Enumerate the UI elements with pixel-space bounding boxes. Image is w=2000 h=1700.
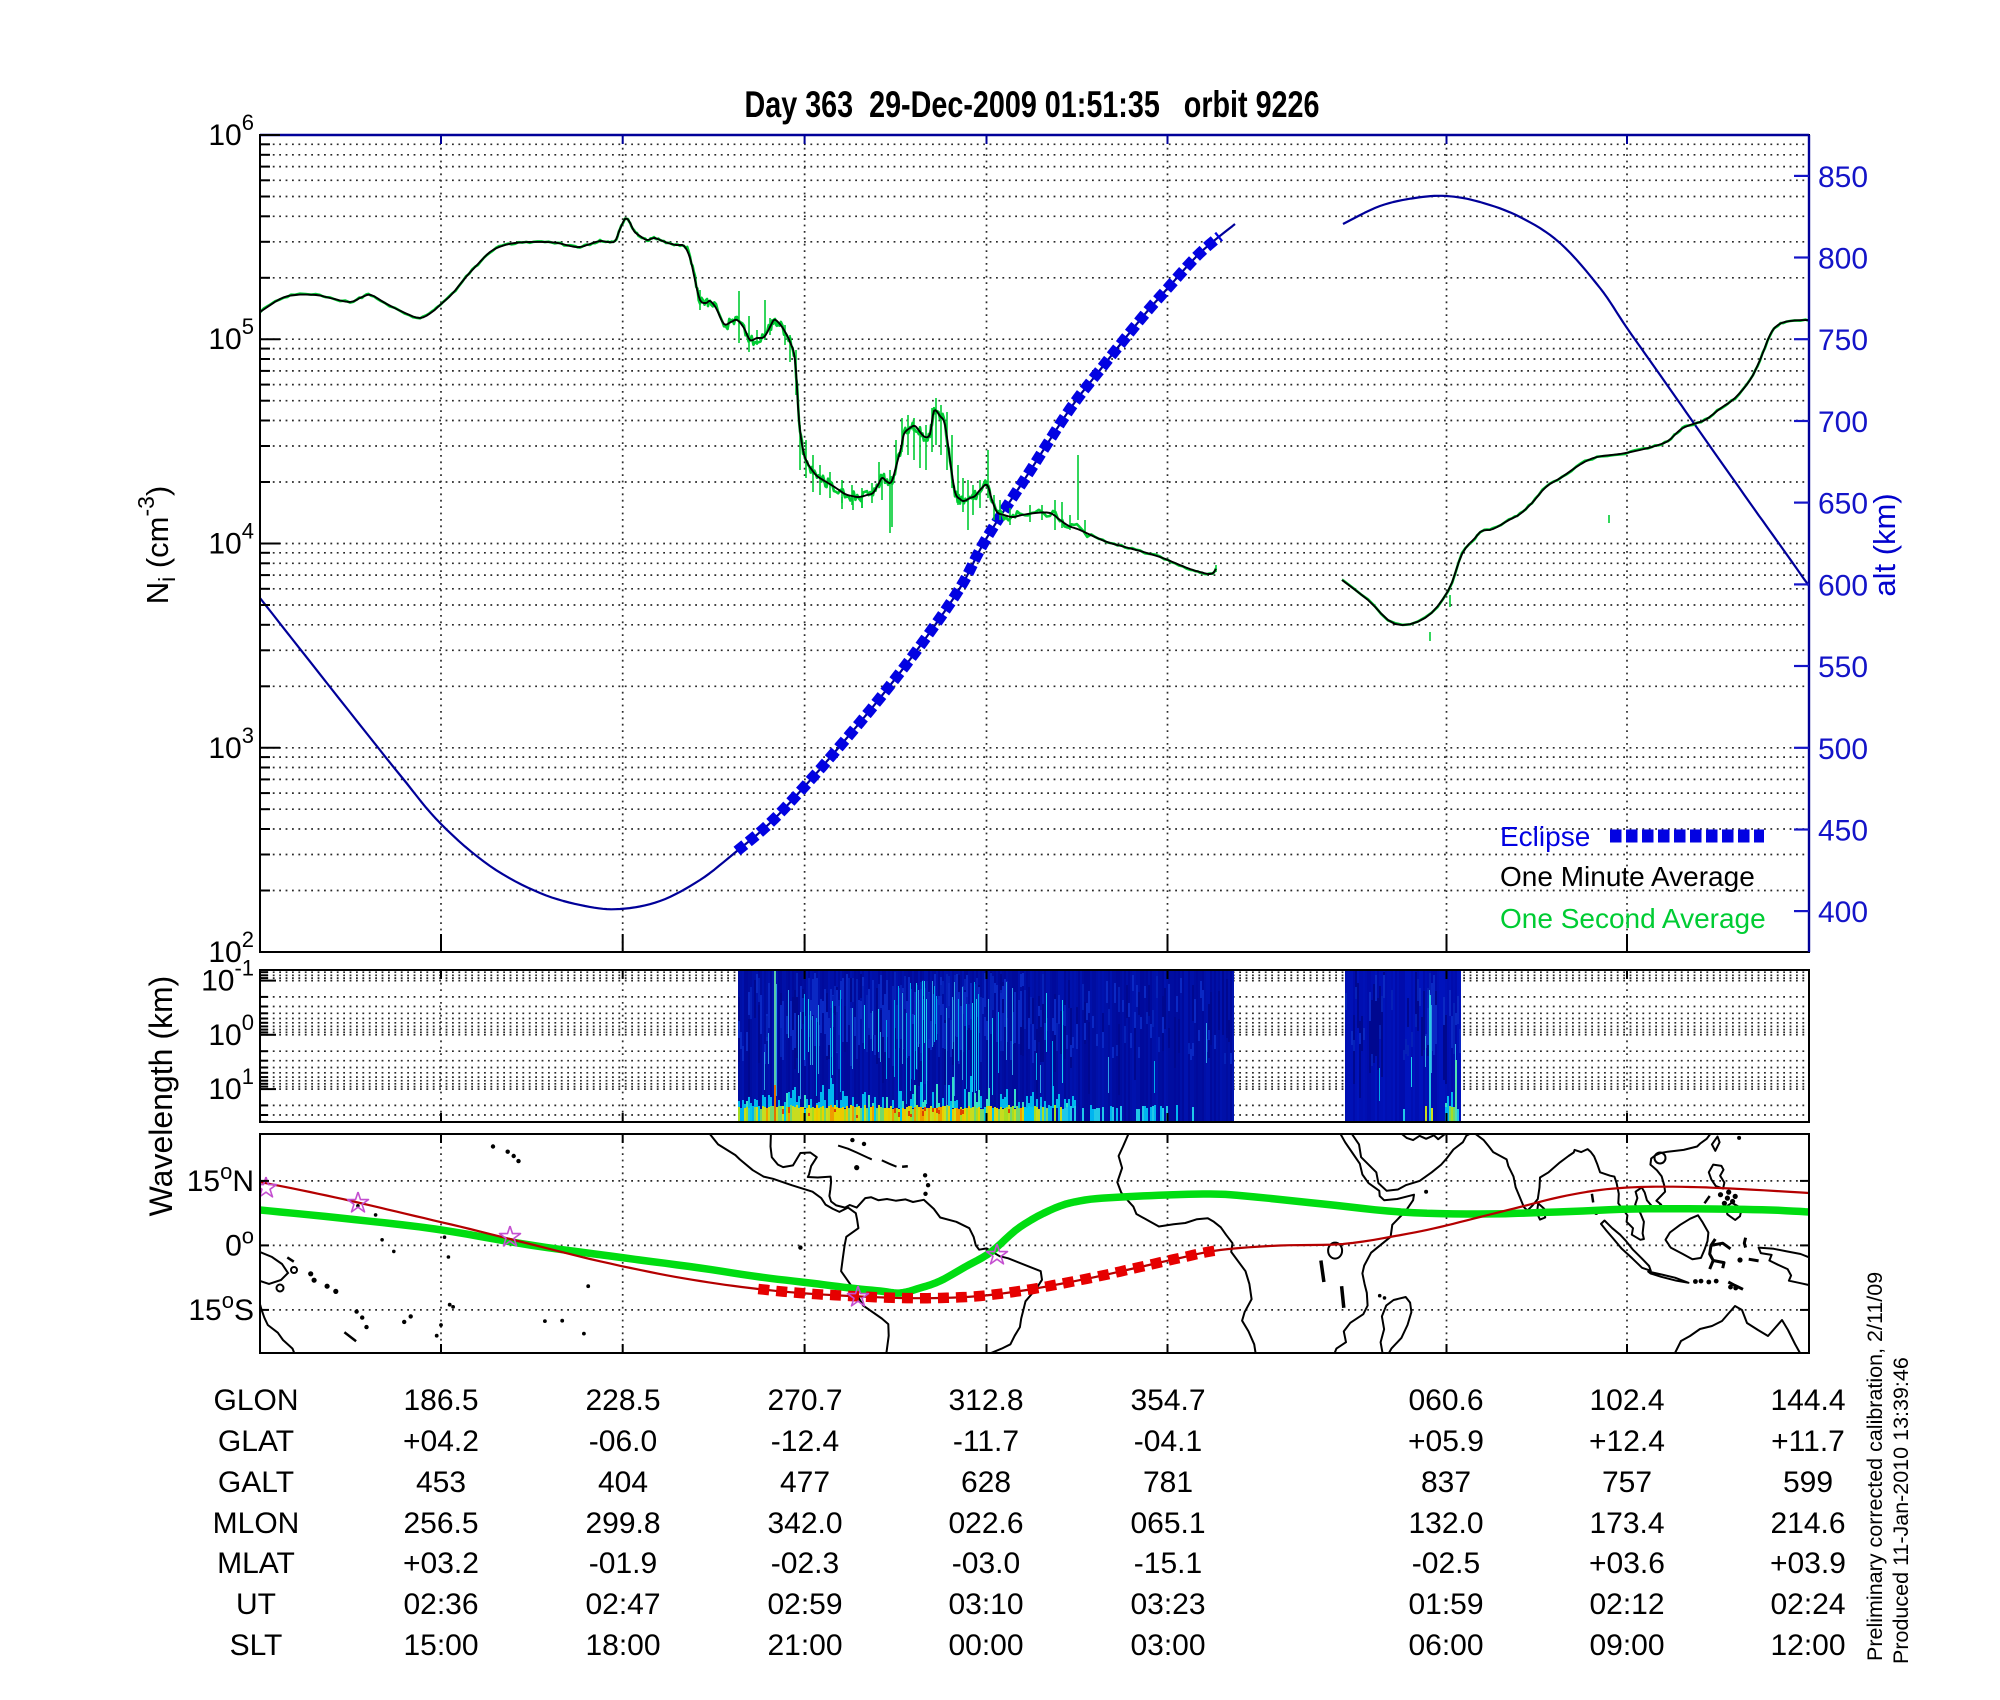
svg-text:06:00: 06:00 (1408, 1629, 1483, 1662)
svg-text:270.7: 270.7 (767, 1384, 842, 1417)
svg-text:02:12: 02:12 (1589, 1588, 1664, 1621)
svg-text:628: 628 (961, 1466, 1011, 1499)
svg-text:299.8: 299.8 (585, 1507, 660, 1540)
svg-text:781: 781 (1143, 1466, 1193, 1499)
svg-text:453: 453 (416, 1466, 466, 1499)
svg-text:022.6: 022.6 (948, 1507, 1023, 1540)
svg-text:One Minute Average: One Minute Average (1500, 861, 1755, 892)
svg-text:UT: UT (236, 1588, 276, 1621)
svg-text:03:00: 03:00 (1130, 1629, 1205, 1662)
svg-text:650: 650 (1818, 488, 1868, 521)
svg-text:450: 450 (1818, 815, 1868, 848)
svg-text:750: 750 (1818, 324, 1868, 357)
svg-text:144.4: 144.4 (1770, 1384, 1845, 1417)
svg-text:-12.4: -12.4 (771, 1425, 839, 1458)
svg-text:Produced 11-Jan-2010 13:39:46: Produced 11-Jan-2010 13:39:46 (1889, 1357, 1913, 1664)
svg-text:09:00: 09:00 (1589, 1629, 1664, 1662)
svg-text:Preliminary corrected calibrat: Preliminary corrected calibration, 2/11/… (1863, 1272, 1887, 1661)
svg-text:060.6: 060.6 (1408, 1384, 1483, 1417)
svg-text:GLON: GLON (213, 1384, 298, 1417)
svg-text:12:00: 12:00 (1770, 1629, 1845, 1662)
svg-text:+04.2: +04.2 (403, 1425, 479, 1458)
svg-text:+03.9: +03.9 (1770, 1547, 1846, 1580)
svg-text:MLON: MLON (213, 1507, 300, 1540)
svg-text:477: 477 (780, 1466, 830, 1499)
svg-text:065.1: 065.1 (1130, 1507, 1205, 1540)
svg-text:02:36: 02:36 (403, 1588, 478, 1621)
svg-text:02:59: 02:59 (767, 1588, 842, 1621)
svg-text:+05.9: +05.9 (1408, 1425, 1484, 1458)
svg-text:+12.4: +12.4 (1589, 1425, 1665, 1458)
svg-text:400: 400 (1818, 896, 1868, 929)
svg-text:-15.1: -15.1 (1134, 1547, 1202, 1580)
svg-text:342.0: 342.0 (767, 1507, 842, 1540)
svg-text:404: 404 (598, 1466, 648, 1499)
svg-text:800: 800 (1818, 243, 1868, 276)
svg-text:550: 550 (1818, 651, 1868, 684)
svg-text:One Second Average: One Second Average (1500, 903, 1766, 934)
svg-text:102.4: 102.4 (1589, 1384, 1664, 1417)
svg-text:757: 757 (1602, 1466, 1652, 1499)
svg-text:+03.2: +03.2 (403, 1547, 479, 1580)
svg-text:-06.0: -06.0 (589, 1425, 657, 1458)
svg-text:18:00: 18:00 (585, 1629, 660, 1662)
svg-text:-02.3: -02.3 (771, 1547, 839, 1580)
svg-text:01:59: 01:59 (1408, 1588, 1483, 1621)
svg-text:228.5: 228.5 (585, 1384, 660, 1417)
svg-text:214.6: 214.6 (1770, 1507, 1845, 1540)
svg-text:173.4: 173.4 (1589, 1507, 1664, 1540)
svg-text:+03.6: +03.6 (1589, 1547, 1665, 1580)
svg-text:02:24: 02:24 (1770, 1588, 1845, 1621)
svg-text:03:10: 03:10 (948, 1588, 1023, 1621)
svg-text:837: 837 (1421, 1466, 1471, 1499)
svg-text:Day 363 29-Dec-2009 01:51:35: Day 363 29-Dec-2009 01:51:35 orbit 9226 (745, 84, 1320, 125)
svg-text:500: 500 (1818, 733, 1868, 766)
svg-text:Eclipse: Eclipse (1500, 821, 1590, 852)
svg-text:15oS: 15oS (188, 1288, 254, 1327)
svg-text:03:23: 03:23 (1130, 1588, 1205, 1621)
svg-text:850: 850 (1818, 161, 1868, 194)
svg-text:-03.0: -03.0 (952, 1547, 1020, 1580)
svg-text:354.7: 354.7 (1130, 1384, 1205, 1417)
svg-text:02:47: 02:47 (585, 1588, 660, 1621)
svg-text:599: 599 (1783, 1466, 1833, 1499)
svg-text:Wavelength (km): Wavelength (km) (143, 976, 179, 1217)
svg-text:MLAT: MLAT (217, 1547, 295, 1580)
svg-text:132.0: 132.0 (1408, 1507, 1483, 1540)
svg-text:186.5: 186.5 (403, 1384, 478, 1417)
svg-text:GALT: GALT (218, 1466, 294, 1499)
svg-text:21:00: 21:00 (767, 1629, 842, 1662)
svg-text:600: 600 (1818, 569, 1868, 602)
svg-text:alt (km): alt (km) (1867, 493, 1902, 596)
svg-text:-01.9: -01.9 (589, 1547, 657, 1580)
svg-text:-11.7: -11.7 (953, 1425, 1019, 1458)
svg-text:+11.7: +11.7 (1771, 1425, 1845, 1458)
svg-text:00:00: 00:00 (948, 1629, 1023, 1662)
svg-text:-02.5: -02.5 (1412, 1547, 1480, 1580)
svg-text:SLT: SLT (230, 1629, 283, 1662)
svg-text:700: 700 (1818, 406, 1868, 439)
svg-text:-04.1: -04.1 (1134, 1425, 1202, 1458)
svg-text:312.8: 312.8 (948, 1384, 1023, 1417)
svg-text:15:00: 15:00 (403, 1629, 478, 1662)
svg-text:GLAT: GLAT (218, 1425, 294, 1458)
svg-text:256.5: 256.5 (403, 1507, 478, 1540)
